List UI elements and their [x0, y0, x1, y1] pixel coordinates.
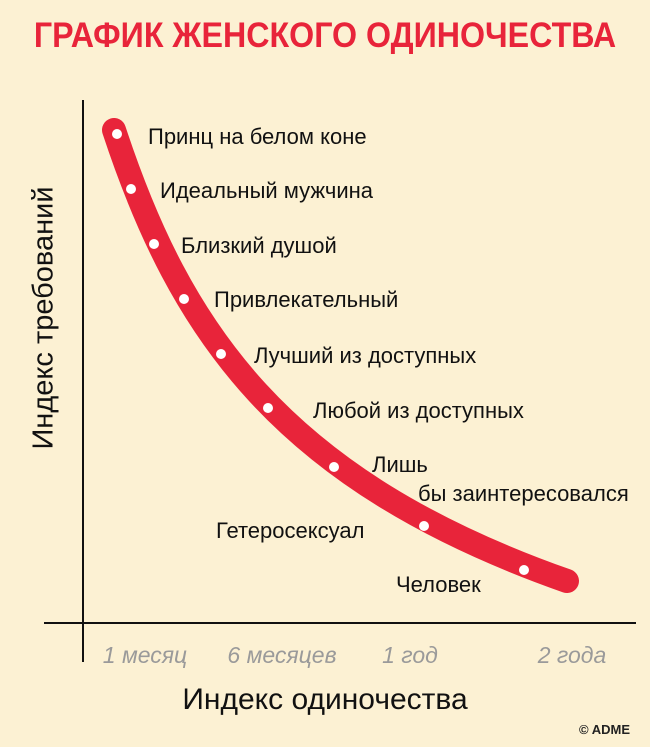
point-label: Гетеросексуал: [216, 518, 364, 543]
data-point: [112, 129, 122, 139]
point-label: Лишь: [372, 452, 428, 477]
point-label: Лучший из доступных: [254, 343, 476, 368]
data-point: [179, 294, 189, 304]
axes: [44, 100, 636, 662]
point-label: Принц на белом коне: [148, 124, 367, 149]
copyright: © ADME: [579, 722, 630, 737]
point-label: бы заинтересовался: [418, 481, 629, 506]
x-tick-labels: 1 месяц 6 месяцев 1 год 2 года: [103, 642, 606, 668]
data-point: [149, 239, 159, 249]
data-point: [216, 349, 226, 359]
data-point: [419, 521, 429, 531]
data-points: [112, 129, 529, 575]
x-axis-label: Индекс одиночества: [182, 683, 468, 716]
x-tick-label: 6 месяцев: [227, 642, 336, 668]
x-tick-label: 2 года: [537, 642, 607, 668]
point-label: Привлекательный: [214, 287, 398, 312]
series-line: [102, 118, 579, 593]
curve: [102, 118, 579, 593]
y-axis-label: Индекс требований: [27, 186, 60, 450]
chart-title: ГРАФИК ЖЕНСКОГО ОДИНОЧЕСТВА: [33, 16, 617, 55]
x-tick-label: 1 месяц: [103, 642, 187, 668]
point-label: Любой из доступных: [313, 398, 524, 423]
point-labels: Принц на белом коне Идеальный мужчина Близ…: [148, 124, 629, 597]
data-point: [126, 184, 136, 194]
point-label: Человек: [396, 572, 481, 597]
point-label: Идеальный мужчина: [160, 178, 374, 203]
data-point: [263, 403, 273, 413]
x-tick-label: 1 год: [382, 642, 438, 668]
point-label: Близкий душой: [181, 233, 337, 258]
data-point: [329, 462, 339, 472]
data-point: [519, 565, 529, 575]
